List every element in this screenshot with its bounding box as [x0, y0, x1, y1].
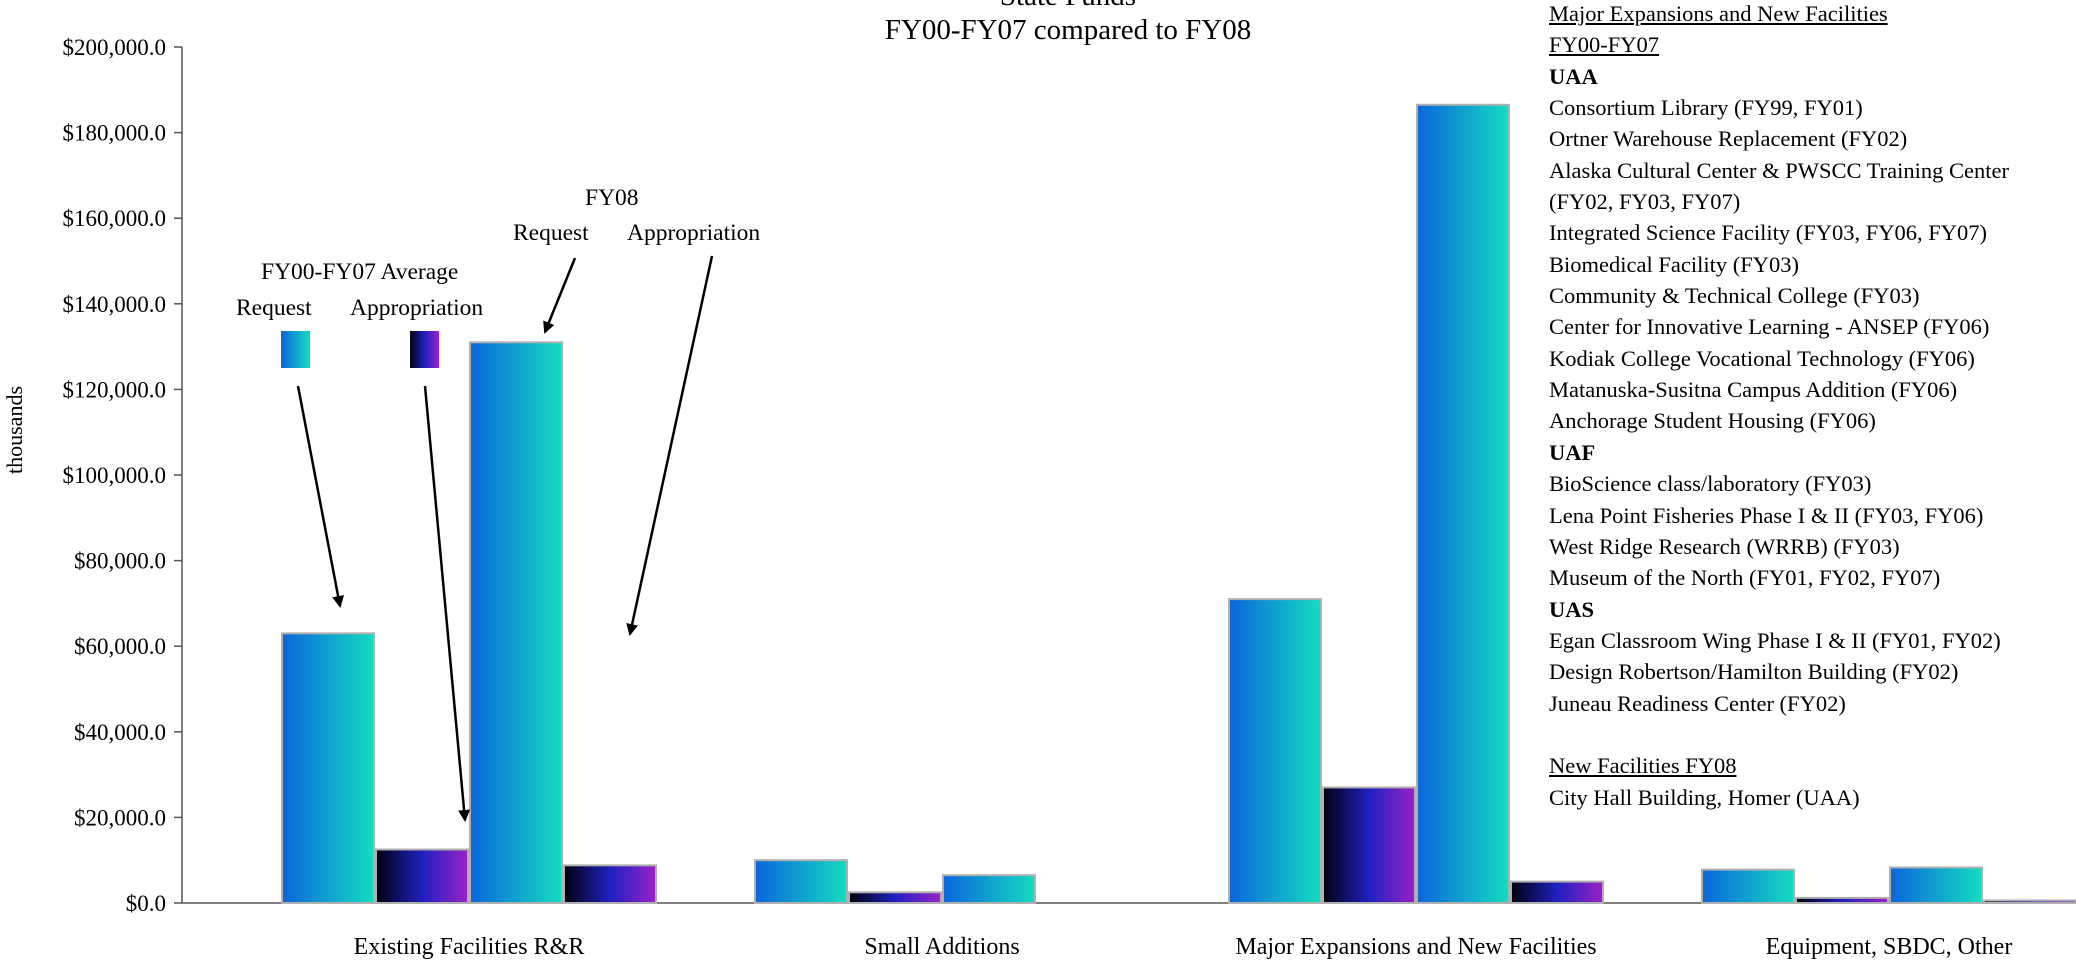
bar-appropriation-3	[1983, 899, 2076, 905]
project-item: Consortium Library (FY99, FY01)	[1549, 95, 1863, 121]
y-tick-label: $140,000.0	[63, 292, 167, 317]
project-item: Integrated Science Facility (FY03, FY06,…	[1549, 220, 1988, 246]
project-item: Design Robertson/Hamilton Building (FY02…	[1549, 659, 1959, 685]
x-tick-label: Small Additions	[864, 934, 1019, 960]
bar-request-3	[1701, 868, 1795, 905]
project-item: Juneau Readiness Center (FY02)	[1549, 690, 1846, 716]
x-tick-label: Major Expansions and New Facilities	[1235, 934, 1596, 960]
bar-request-2	[1228, 598, 1322, 904]
arrow-fy08-request	[543, 257, 577, 334]
project-item: (FY02, FY03, FY07)	[1549, 189, 1741, 215]
y-tick-label: $160,000.0	[63, 206, 167, 231]
list-spacer	[1549, 719, 2069, 750]
campus-heading: UAS	[1549, 596, 1595, 622]
section-heading: Major Expansions and New Facilities	[1549, 1, 1888, 26]
y-tick-label: $60,000.0	[74, 634, 166, 659]
arrow-fy08-appropriation	[626, 255, 714, 636]
legend-avg-request-label: Request	[236, 295, 312, 321]
chart-title-line-2: FY00-FY07 compared to FY08	[884, 14, 1252, 46]
y-axis: $0.0 $20,000.0 $40,000.0 $60,000.0 $80,000.0…	[63, 35, 2076, 916]
bar-appropriation-3	[1795, 896, 1889, 905]
bar-request-0	[281, 632, 375, 904]
y-tick-label: $0.0	[126, 891, 166, 916]
project-item: Biomedical Facility (FY03)	[1549, 251, 1799, 277]
project-item: Kodiak College Vocational Technology (FY…	[1549, 345, 1975, 371]
y-tick-label: $180,000.0	[63, 121, 167, 146]
project-item: Matanuska-Susitna Campus Addition (FY06)	[1549, 377, 1958, 403]
legend-swatch-appropriation	[410, 331, 439, 368]
project-item: BioScience class/laboratory (FY03)	[1549, 471, 1872, 497]
legend-fy08-label: FY08	[585, 185, 639, 211]
bar-request-1	[942, 874, 1036, 904]
legend-arrows	[296, 255, 714, 822]
project-item: Anchorage Student Housing (FY06)	[1549, 408, 1876, 434]
legend-swatch-request	[281, 331, 310, 368]
x-tick-label: Existing Facilities R&R	[354, 934, 585, 960]
chart-title-line-1: State Funds	[1000, 0, 1136, 13]
project-item: City Hall Building, Homer (UAA)	[1549, 784, 1860, 810]
campus-heading: UAA	[1549, 63, 1598, 89]
legend-fy08-appropriation-label: Appropriation	[627, 220, 761, 246]
bar-series	[281, 103, 2076, 905]
bar-request-0	[469, 341, 563, 904]
y-axis-label: thousands	[2, 386, 27, 474]
y-tick-label: $40,000.0	[74, 720, 166, 745]
project-item: Museum of the North (FY01, FY02, FY07)	[1549, 565, 1941, 591]
legend-fy08-request-label: Request	[513, 220, 589, 246]
y-tick-label: $120,000.0	[63, 377, 167, 402]
y-tick-label: $200,000.0	[63, 35, 167, 60]
bar-request-3	[1889, 866, 1983, 905]
campus-heading: UAF	[1549, 439, 1596, 465]
bar-request-2	[1416, 103, 1510, 904]
section-heading: New Facilities FY08	[1549, 753, 1737, 779]
y-tick-label: $80,000.0	[74, 549, 166, 574]
bar-appropriation-0	[375, 848, 469, 904]
section-heading: FY00-FY07	[1549, 32, 1660, 58]
bar-appropriation-0	[563, 864, 657, 904]
bar-appropriation-1	[848, 891, 942, 904]
arrow-avg-appropriation	[423, 385, 471, 822]
legend-avg-label: FY00-FY07 Average	[261, 259, 459, 285]
legend-avg-appropriation-label: Appropriation	[350, 295, 484, 321]
bar-appropriation-2	[1322, 786, 1416, 904]
project-list: Major Expansions and New Facilities FY00-…	[1549, 0, 2069, 813]
project-item: West Ridge Research (WRRB) (FY03)	[1549, 533, 1900, 559]
arrow-avg-request	[296, 385, 345, 608]
project-item: Alaska Cultural Center & PWSCC Training …	[1549, 157, 2009, 183]
bar-request-1	[754, 859, 848, 905]
legend-swatches	[281, 331, 439, 368]
y-tick-label: $20,000.0	[74, 805, 166, 830]
y-tick-label: $100,000.0	[63, 463, 167, 488]
x-axis-labels: Existing Facilities R&R Small Additions Ma…	[354, 934, 2013, 960]
project-item: Center for Innovative Learning - ANSEP (…	[1549, 314, 1990, 340]
project-item: Community & Technical College (FY03)	[1549, 283, 1920, 309]
project-item: Egan Classroom Wing Phase I & II (FY01, …	[1549, 627, 2001, 653]
project-item: Ortner Warehouse Replacement (FY02)	[1549, 126, 1908, 152]
bar-appropriation-2	[1510, 880, 1604, 904]
x-tick-label: Equipment, SBDC, Other	[1766, 934, 2013, 960]
project-item: Lena Point Fisheries Phase I & II (FY03,…	[1549, 502, 1984, 528]
